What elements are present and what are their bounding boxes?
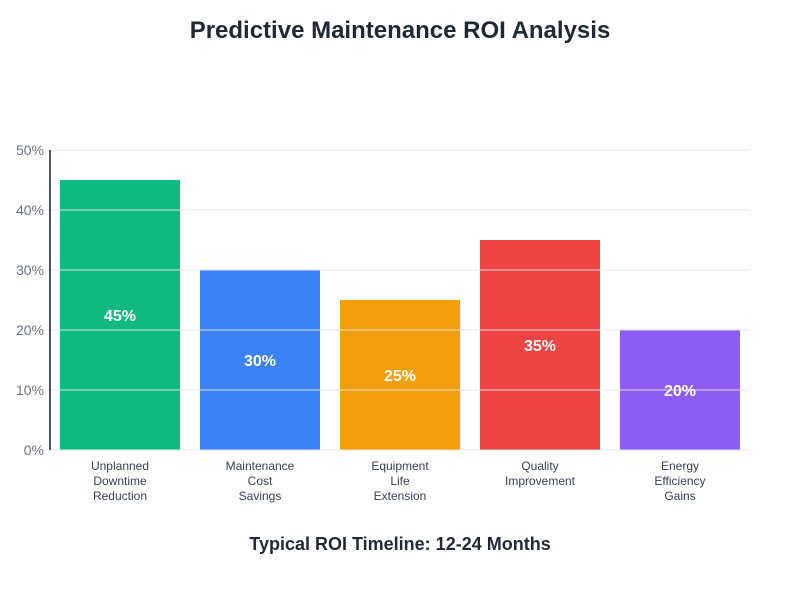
grid-lines <box>50 149 750 451</box>
y-tick-label: 50% <box>16 142 44 158</box>
data-label-4: 20% <box>664 383 696 400</box>
y-tick-label: 30% <box>16 262 44 278</box>
data-label-1: 30% <box>244 353 276 370</box>
category-label-line: Maintenance <box>226 459 295 473</box>
y-tick-label: 20% <box>16 322 44 338</box>
category-label-line: Improvement <box>505 474 576 488</box>
category-label-4: Energy Efficiency Gains <box>654 459 705 503</box>
category-label-line: Cost <box>248 474 273 488</box>
category-label-line: Energy <box>661 459 699 473</box>
category-label-line: Life <box>390 474 410 488</box>
y-tick-label: 40% <box>16 202 44 218</box>
category-label-line: Efficiency <box>654 474 705 488</box>
data-label-2: 25% <box>384 368 416 385</box>
roi-timeline-note: Typical ROI Timeline: 12-24 Months <box>249 534 551 554</box>
category-label-1: Maintenance Cost Savings <box>226 459 295 503</box>
y-tick-label: 10% <box>16 382 44 398</box>
category-label-3: Quality Improvement <box>505 459 576 488</box>
category-label-line: Extension <box>374 489 427 503</box>
category-label-line: Gains <box>664 489 695 503</box>
bar-0 <box>60 180 180 450</box>
bars <box>60 180 740 450</box>
category-label-2: Equipment Life Extension <box>371 459 429 503</box>
bar-3 <box>480 240 600 450</box>
labels: 0% 10% 20% 30% 40% 50% 45% Unplanned Downtime Red… <box>16 142 706 503</box>
chart-title: Predictive Maintenance ROI Analysis <box>189 17 611 44</box>
data-label-3: 35% <box>524 338 556 355</box>
category-label-line: Downtime <box>93 474 147 488</box>
bar-1 <box>200 270 320 450</box>
category-label-line: Unplanned <box>91 459 149 473</box>
category-label-line: Quality <box>521 459 558 473</box>
y-tick-label: 0% <box>24 442 44 458</box>
category-label-line: Equipment <box>371 459 429 473</box>
bar-2 <box>340 300 460 450</box>
category-label-0: Unplanned Downtime Reduction <box>91 459 149 503</box>
category-label-line: Savings <box>239 489 282 503</box>
category-label-line: Reduction <box>93 489 147 503</box>
data-label-0: 45% <box>104 308 136 325</box>
